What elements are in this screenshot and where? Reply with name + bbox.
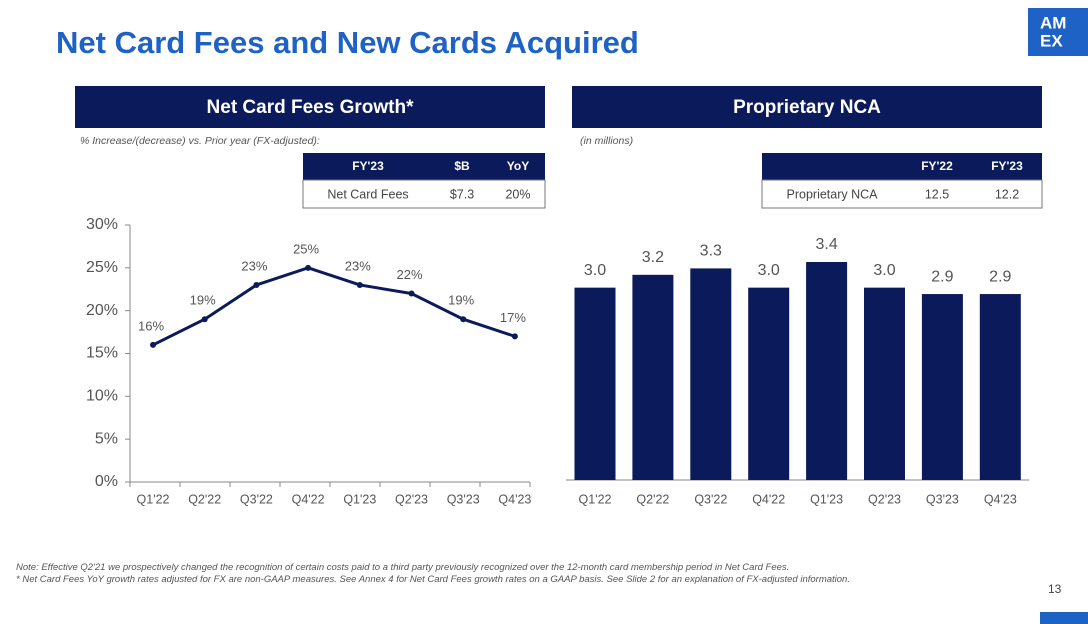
x-tick-label: Q1'22 — [137, 492, 170, 506]
table-column-header: FY'23 — [991, 159, 1023, 173]
panel-subtitle: % Increase/(decrease) vs. Prior year (FX… — [80, 135, 320, 147]
data-label: 16% — [138, 318, 164, 333]
table-cell: Net Card Fees — [327, 187, 408, 201]
bar — [632, 274, 674, 480]
x-tick-label: Q1'22 — [579, 492, 612, 506]
logo-box — [1028, 8, 1088, 56]
bar — [921, 294, 963, 480]
y-tick-label: 30% — [86, 216, 118, 233]
data-label: 19% — [448, 293, 474, 308]
bar — [864, 287, 905, 480]
y-tick-label: 20% — [86, 302, 118, 319]
table-cell: 12.2 — [995, 187, 1019, 201]
x-tick-label: Q3'22 — [694, 492, 727, 506]
line-series — [152, 266, 516, 347]
table-cell: 12.5 — [925, 187, 949, 201]
line-point — [356, 281, 363, 288]
footer-mark — [1040, 612, 1088, 624]
note: * Net Card Fees YoY growth rates adjuste… — [16, 574, 850, 585]
data-label: 19% — [190, 293, 216, 308]
data-label: 3.0 — [873, 262, 895, 279]
x-tick-label: Q2'23 — [868, 492, 901, 506]
x-tick-label: Q1'23 — [810, 492, 843, 506]
x-tick-label: Q3'22 — [240, 492, 273, 506]
line-point — [460, 316, 467, 323]
data-label: 23% — [345, 258, 371, 273]
bar — [690, 268, 732, 480]
bar — [806, 262, 848, 480]
x-tick-label: Q4'23 — [498, 492, 531, 506]
table-column-header: FY'23 — [352, 159, 384, 173]
data-label: 23% — [241, 258, 267, 273]
line-point — [150, 341, 156, 348]
y-tick-label: 0% — [95, 473, 118, 490]
y-tick-label: 10% — [86, 388, 118, 405]
table-header — [303, 153, 545, 180]
table-row — [302, 179, 546, 209]
table-header — [762, 153, 1042, 180]
data-label: 2.9 — [931, 268, 953, 285]
panel-header — [75, 86, 545, 128]
x-tick-label: Q3'23 — [926, 492, 959, 506]
data-label: 3.0 — [758, 262, 780, 279]
slide-title: Net Card Fees and New Cards Acquired — [56, 25, 639, 60]
bar — [574, 287, 616, 480]
table-column-header: $B — [454, 159, 470, 173]
x-tick-label: Q3'23 — [447, 492, 480, 506]
x-tick-label: Q1'23 — [343, 492, 376, 506]
line-point — [201, 316, 208, 323]
bar — [979, 294, 1021, 480]
x-tick-label: Q2'22 — [188, 492, 221, 506]
logo-text: EX — [1040, 31, 1063, 50]
data-label: 25% — [293, 241, 319, 256]
line-point — [408, 290, 415, 297]
notes: Note: Effective Q2'21 we prospectively c… — [16, 562, 1001, 586]
x-tick-label: Q2'22 — [636, 492, 669, 506]
table-row — [761, 179, 1043, 209]
data-label: 3.4 — [815, 236, 837, 253]
table-cell: 20% — [505, 187, 530, 201]
line-point — [253, 281, 260, 288]
panel-title: Proprietary NCA — [733, 97, 881, 118]
data-label: 3.3 — [700, 243, 722, 260]
x-tick-label: Q4'22 — [292, 492, 325, 506]
panel-header — [572, 86, 1042, 128]
table-cell: Proprietary NCA — [787, 187, 879, 201]
note: Note: Effective Q2'21 we prospectively c… — [16, 562, 790, 573]
y-tick-label: 15% — [86, 345, 118, 362]
data-label: 2.9 — [989, 268, 1011, 285]
data-label: 22% — [396, 267, 422, 282]
table-cell: $7.3 — [450, 187, 474, 201]
x-tick-label: Q4'22 — [752, 492, 785, 506]
line-point — [511, 333, 518, 340]
x-tick-label: Q2'23 — [395, 492, 428, 506]
data-label: 3.0 — [584, 262, 606, 279]
x-tick-label: Q4'23 — [984, 492, 1017, 506]
panel-title: Net Card Fees Growth* — [207, 97, 415, 118]
line-point — [305, 264, 312, 271]
y-tick-label: 25% — [86, 259, 118, 276]
bar — [748, 287, 790, 480]
data-label: 17% — [500, 310, 526, 325]
table-column-header: FY'22 — [921, 159, 953, 173]
y-tick-label: 5% — [95, 430, 118, 447]
panel-subtitle: (in millions) — [580, 135, 633, 147]
page-number: 13 — [1048, 582, 1062, 596]
logo-text: AM — [1040, 13, 1066, 32]
table-column-header: YoY — [507, 159, 529, 173]
data-label: 3.2 — [642, 249, 664, 266]
